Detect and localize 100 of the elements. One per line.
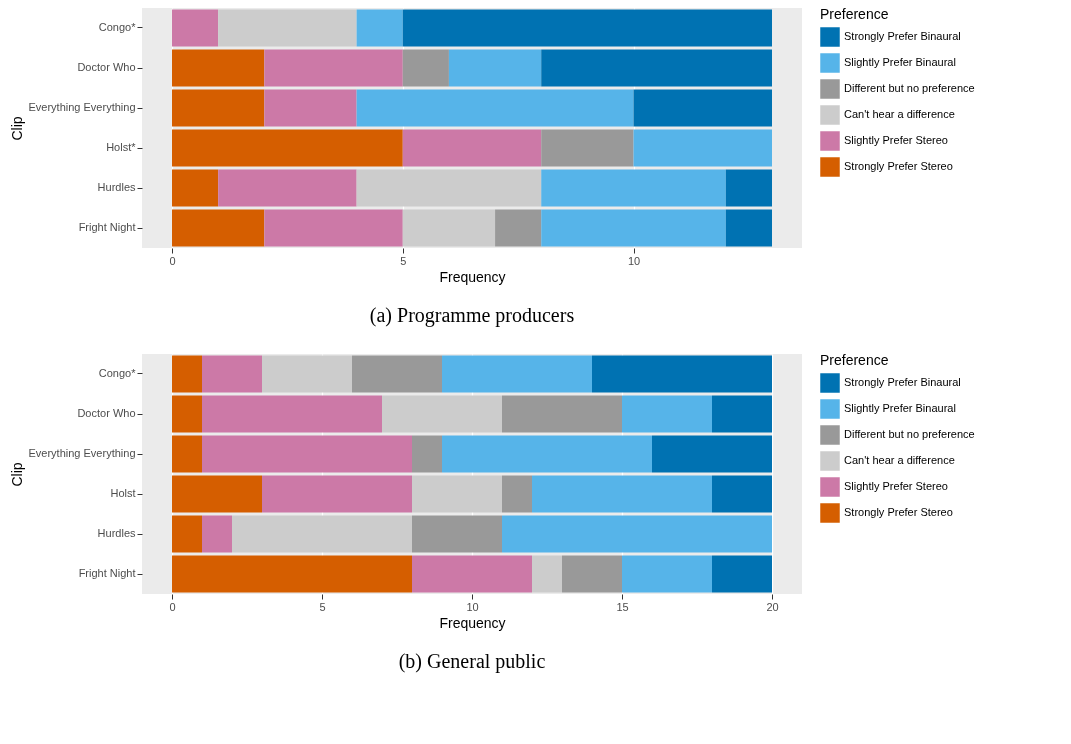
- bar: [172, 435, 202, 473]
- x-tick-label: 10: [627, 254, 641, 267]
- bar: [172, 395, 202, 433]
- bar: [172, 515, 202, 553]
- bar: [172, 555, 412, 593]
- bar: [402, 129, 542, 167]
- x-axis-title: Frequency: [439, 614, 506, 631]
- bar: [532, 555, 562, 593]
- y-tick-label: Holst: [110, 487, 136, 499]
- bar: [172, 209, 265, 247]
- y-tick-label: Doctor Who: [77, 61, 136, 73]
- y-axis-title: Clip: [8, 116, 25, 141]
- bar: [412, 475, 502, 513]
- bar: [172, 169, 219, 207]
- bar: [356, 169, 542, 207]
- bar: [541, 129, 634, 167]
- bar: [218, 9, 357, 47]
- x-tick-label: 0: [169, 600, 176, 613]
- y-tick-label: Hurdles: [97, 181, 136, 193]
- bar: [264, 89, 357, 127]
- bar: [382, 395, 502, 433]
- bar: [442, 355, 592, 393]
- bar: [412, 555, 532, 593]
- legend-label: Strongly Prefer Binaural: [844, 376, 961, 388]
- bar: [633, 129, 772, 167]
- bar: [202, 395, 382, 433]
- bar: [356, 9, 403, 47]
- x-tick-label: 10: [466, 600, 479, 613]
- bar: [232, 515, 412, 553]
- bar: [172, 355, 202, 393]
- bar: [592, 355, 772, 393]
- bar: [262, 355, 352, 393]
- bar: [172, 49, 265, 87]
- legend-label: Different but no preference: [844, 428, 975, 440]
- legend-label: Strongly Prefer Stereo: [844, 506, 953, 518]
- legend-label: Different but no preference: [844, 82, 975, 94]
- bar: [442, 435, 652, 473]
- y-tick-label: Doctor Who: [77, 407, 136, 419]
- y-tick-label: Everything Everything: [28, 101, 136, 113]
- bar: [622, 395, 712, 433]
- bar: [495, 209, 542, 247]
- bar: [652, 435, 772, 473]
- legend-label: Slightly Prefer Binaural: [844, 402, 956, 414]
- bar: [202, 355, 262, 393]
- y-tick-label: Fright Night: [78, 567, 136, 579]
- bar: [412, 515, 502, 553]
- y-tick-label: Hurdles: [97, 527, 136, 539]
- y-tick-label: Holst*: [106, 141, 137, 153]
- bar: [402, 209, 496, 247]
- bar: [725, 209, 772, 247]
- bar: [402, 9, 772, 47]
- bar: [532, 475, 712, 513]
- bar: [633, 89, 772, 127]
- bar: [541, 209, 726, 247]
- bar: [725, 169, 772, 207]
- x-tick-label: 5: [319, 600, 326, 613]
- legend-label: Strongly Prefer Binaural: [844, 30, 961, 42]
- legend-title: Preference: [820, 352, 889, 368]
- bar: [356, 89, 634, 127]
- bar: [352, 355, 442, 393]
- bar: [262, 475, 412, 513]
- bar: [172, 9, 219, 47]
- bar: [264, 209, 403, 247]
- bar: [448, 49, 542, 87]
- bar: [562, 555, 622, 593]
- legend-label: Slightly Prefer Stereo: [844, 480, 948, 492]
- y-tick-label: Fright Night: [78, 221, 136, 233]
- legend-title: Preference: [820, 6, 889, 22]
- y-tick-label: Congo*: [98, 367, 137, 379]
- bar: [712, 555, 772, 593]
- bar: [202, 435, 412, 473]
- bar: [541, 49, 772, 87]
- x-tick-label: 0: [169, 254, 176, 267]
- bar: [264, 49, 403, 87]
- y-tick-label: Congo*: [98, 21, 137, 33]
- bar: [202, 515, 232, 553]
- bar: [712, 475, 772, 513]
- text: (b) General public: [398, 650, 546, 673]
- bar: [502, 395, 622, 433]
- x-tick-label: 15: [616, 600, 629, 613]
- legend-label: Slightly Prefer Binaural: [844, 56, 956, 68]
- x-tick-label: 5: [400, 254, 407, 267]
- bar: [502, 475, 532, 513]
- legend-label: Can't hear a difference: [844, 108, 955, 120]
- bar: [172, 89, 265, 127]
- x-axis-title: Frequency: [439, 268, 506, 285]
- bar: [712, 395, 772, 433]
- bar: [218, 169, 357, 207]
- text: (a) Programme producers: [369, 304, 575, 327]
- legend-label: Slightly Prefer Stereo: [844, 134, 948, 146]
- bar: [172, 475, 262, 513]
- legend-label: Can't hear a difference: [844, 454, 955, 466]
- bar: [502, 515, 772, 553]
- y-tick-label: Everything Everything: [28, 447, 136, 459]
- legend-label: Strongly Prefer Stereo: [844, 160, 953, 172]
- bar: [172, 129, 403, 167]
- bar: [402, 49, 449, 87]
- x-tick-label: 20: [766, 600, 779, 613]
- bar: [412, 435, 442, 473]
- y-axis-title: Clip: [8, 462, 25, 487]
